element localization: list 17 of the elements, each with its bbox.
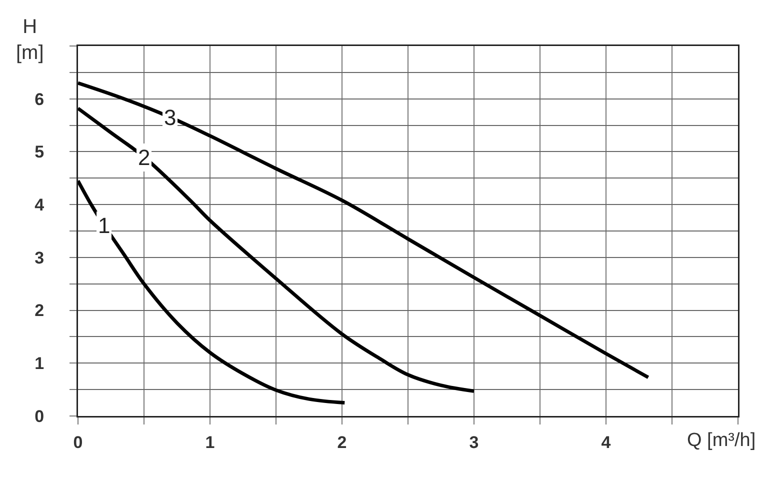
y-tick-label: 1 [34,354,44,374]
line-series [78,106,476,393]
line-series [78,179,346,405]
y-tick-label: 4 [34,196,45,215]
y-tick-label: 2 [34,301,44,320]
line-series [78,81,650,380]
y-axis-title: H [m] [16,16,44,64]
y-tick-label: 5 [34,142,44,162]
x-tick-label: 3 [469,432,479,452]
x-tick-label: 0 [73,432,83,452]
x-axis-title: Q [m³/h] [687,430,756,451]
y-tick-label: 0 [34,406,44,426]
y-tick-label: 3 [34,248,44,268]
x-tick-label: 4 [601,432,612,452]
y-tick-label: 6 [34,90,44,109]
x-tick-label: 1 [205,432,215,452]
x-tick-label: 2 [337,432,347,452]
